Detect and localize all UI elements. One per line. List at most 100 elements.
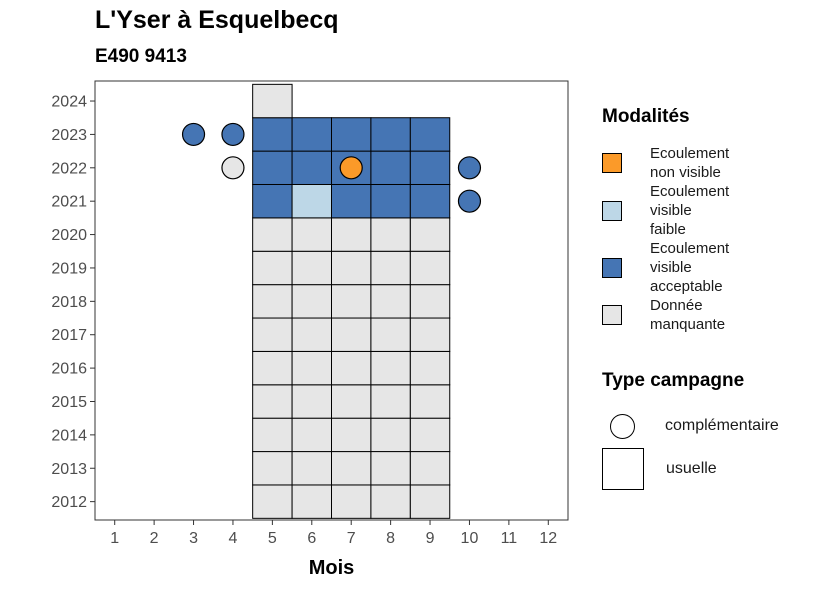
heatmap-tile [291,384,333,419]
heatmap-tile [370,484,411,519]
heatmap-tile [370,183,411,219]
heatmap-tile [252,117,293,152]
legend-label: Ecoulement visible acceptable [650,240,730,295]
x-axis-title: Mois [309,557,355,579]
chart-title: L'Yser à Esquelbecq [95,6,339,34]
heatmap-tile [409,384,451,419]
circle-icon [610,413,635,439]
y-tick-label: 2023 [51,127,87,144]
x-tick-label: 2 [150,530,159,547]
heatmap-tile [409,484,451,519]
legend-item-modalite: Ecoulement visible acceptable [602,239,770,296]
y-tick-label: 2012 [51,494,87,511]
heatmap-tile [291,217,333,252]
heatmap-tile [291,350,333,386]
y-tick-label: 2022 [51,160,87,177]
heatmap-tile [409,317,451,352]
y-tick-label: 2017 [51,327,87,344]
x-tick-label: 8 [386,530,395,547]
heatmap-tile [331,317,372,352]
heatmap-tile [409,250,451,286]
heatmap-tile [370,117,411,152]
heatmap-tile [370,417,411,453]
heatmap-tile [252,183,293,219]
heatmap-tile [252,484,293,519]
x-tick-label: 7 [347,530,356,547]
heatmap-tile [252,317,293,352]
y-tick-label: 2015 [51,394,87,411]
heatmap-tile [370,317,411,352]
y-tick-label: 2019 [51,260,87,277]
heatmap-tile [291,183,333,219]
y-tick-label: 2013 [51,461,87,478]
y-tick-label: 2020 [51,227,87,244]
legend-swatch [602,153,622,173]
legend-campagne: Type campagne complémentaire usuelle [602,370,779,490]
x-tick-label: 11 [501,530,518,547]
heatmap-tile [252,150,293,185]
legend-item-campagne: complémentaire [602,405,779,447]
heatmap-tile [252,217,293,252]
heatmap-tile [291,284,333,319]
legend-label: Donnée manquante [650,297,726,333]
heatmap-tile [252,250,293,286]
heatmap-tile [331,117,372,152]
heatmap-tile [370,384,411,419]
heatmap-tile [409,451,451,486]
heatmap-tile [370,217,411,252]
heatmap-tile [291,451,333,486]
legend-swatch [602,200,622,221]
heatmap-tile [370,284,411,319]
campaign-point [221,122,245,147]
x-tick-label: 12 [539,530,557,547]
heatmap-tile [252,451,293,486]
legend-label: Ecoulement non visible [650,145,730,181]
heatmap-tile [409,417,451,453]
heatmap-tile [409,350,451,386]
campaign-point [457,189,482,213]
legend-item-modalite: Donnée manquante [602,296,770,334]
y-tick-label: 2018 [51,294,87,311]
heatmap-tile [370,250,411,286]
heatmap-tile [291,250,333,286]
heatmap-tile [331,350,372,386]
heatmap-tile [291,317,333,352]
campaign-point [457,156,482,180]
heatmap-tile [291,150,333,185]
y-tick-label: 2021 [51,194,87,211]
legend-label: usuelle [666,460,717,477]
heatmap-tile [331,250,372,286]
y-tick-label: 2016 [51,361,87,378]
x-tick-label: 6 [307,530,316,547]
heatmap-tile [291,417,333,453]
heatmap-tile [409,183,451,219]
x-tick-label: 3 [189,530,198,547]
legend-title-modalites: Modalités [602,106,690,127]
heatmap-tile [252,350,293,386]
heatmap-tile [370,150,411,185]
heatmap-tile [252,284,293,319]
legend-label: Ecoulement visible faible [650,183,730,238]
chart-subtitle: E490 9413 [95,46,187,67]
campaign-point [221,156,245,180]
heatmap-tile [331,284,372,319]
heatmap-tile [331,417,372,453]
legend-title-campagne: Type campagne [602,370,745,391]
heatmap-tile [409,150,451,185]
legend-item-campagne: usuelle [602,448,717,490]
x-tick-label: 9 [426,530,435,547]
heatmap-tile [331,384,372,419]
campaign-point [181,122,206,147]
heatmap-tile [370,350,411,386]
heatmap-tile [291,484,333,519]
heatmap-tile [409,217,451,252]
plot-border [94,80,569,521]
y-tick-label: 2024 [51,94,87,111]
legend-label: complémentaire [665,417,779,434]
x-tick-label: 5 [268,530,277,547]
heatmap-tile [252,417,293,453]
heatmap-tile [252,384,293,419]
x-tick-label: 4 [229,530,238,547]
heatmap-tile [409,117,451,152]
